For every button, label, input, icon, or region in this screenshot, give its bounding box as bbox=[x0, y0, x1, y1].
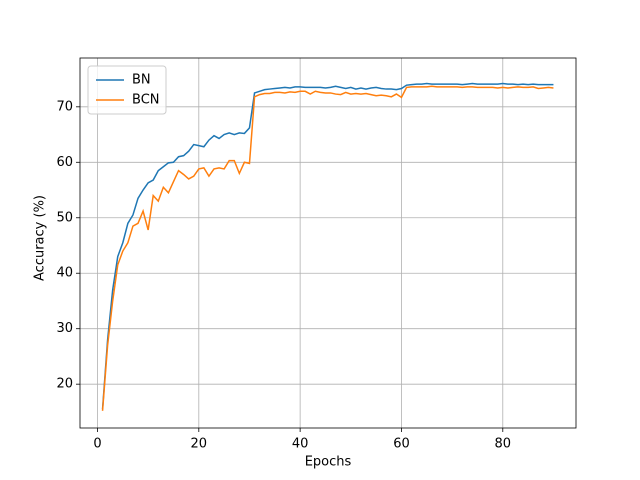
x-tick-label: 20 bbox=[191, 437, 208, 452]
y-axis-label: Accuracy (%) bbox=[33, 195, 48, 281]
x-tick-label: 40 bbox=[292, 437, 309, 452]
x-tick-label: 60 bbox=[393, 437, 410, 452]
y-tick-label: 70 bbox=[56, 99, 73, 114]
y-tick-label: 40 bbox=[56, 266, 73, 281]
x-tick-label: 0 bbox=[93, 437, 101, 452]
x-axis-label: Epochs bbox=[305, 455, 352, 470]
y-tick-label: 60 bbox=[56, 155, 73, 170]
y-tick-label: 30 bbox=[56, 321, 73, 336]
legend: BN BCN bbox=[87, 65, 167, 115]
legend-box bbox=[87, 65, 167, 115]
y-tick-label: 20 bbox=[56, 377, 73, 392]
y-tick-label: 50 bbox=[56, 210, 73, 225]
legend-label: BCN bbox=[132, 93, 160, 108]
plot-frame bbox=[79, 57, 577, 429]
x-tick-label: 80 bbox=[495, 437, 512, 452]
legend-label: BN bbox=[132, 73, 151, 88]
data-line bbox=[101, 82, 554, 410]
data-line bbox=[101, 85, 554, 411]
